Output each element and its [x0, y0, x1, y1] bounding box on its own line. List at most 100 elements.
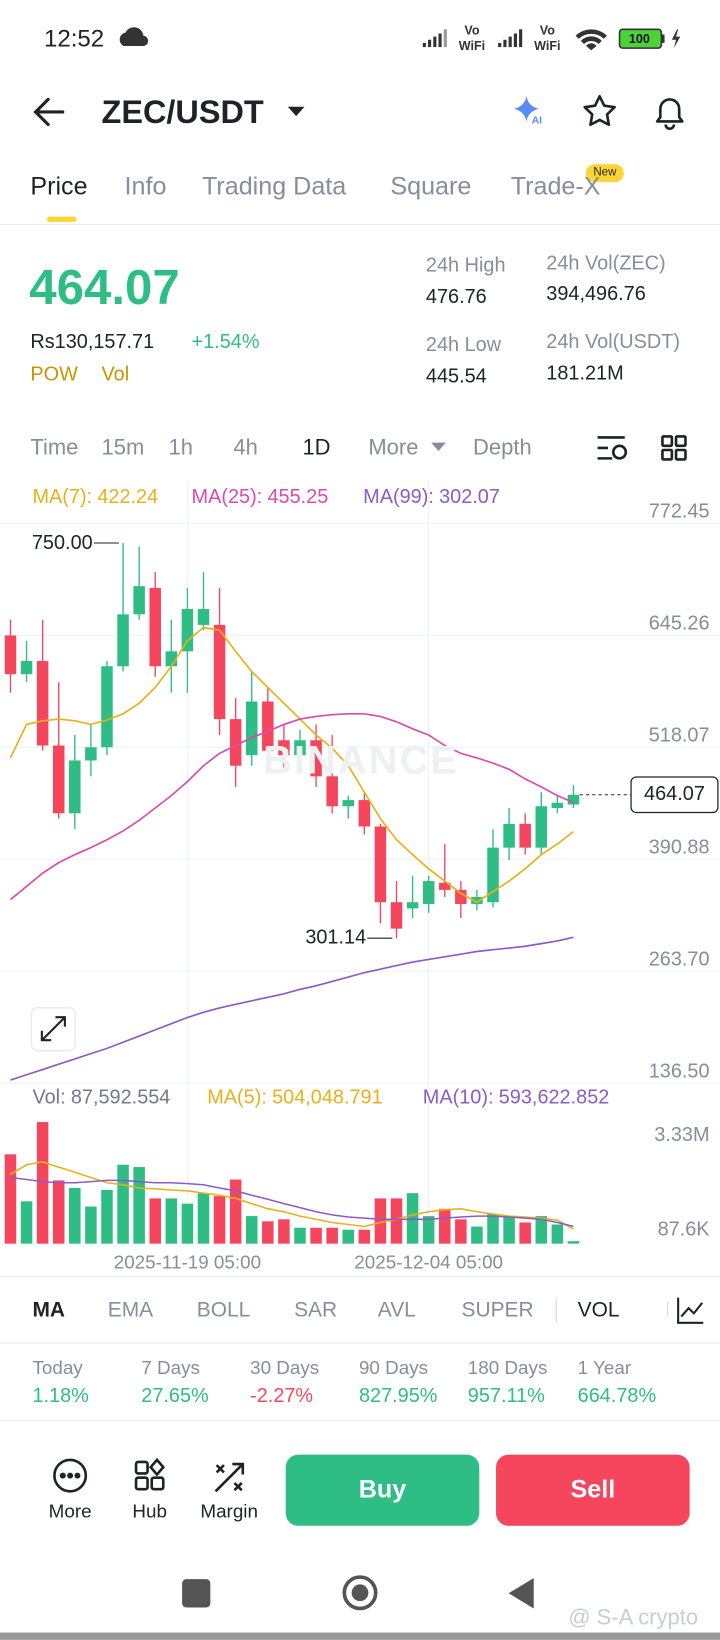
timeframe[interactable]: More: [368, 435, 419, 460]
divider: [0, 1275, 720, 1277]
timeframe[interactable]: Depth: [473, 435, 532, 460]
buy-button[interactable]: [285, 1454, 480, 1526]
tab[interactable]: Trading Data: [201, 172, 347, 201]
candle-body: [36, 660, 49, 746]
battery-level: 100: [628, 31, 650, 47]
timeframe[interactable]: 1D: [302, 435, 331, 460]
indicator-tab[interactable]: MA: [32, 1298, 65, 1322]
tab[interactable]: Square: [390, 172, 472, 201]
volume-bar: [535, 1216, 548, 1244]
legend-value: 455.25: [267, 486, 329, 509]
candle-body: [551, 802, 564, 809]
stat-label: 24h Low: [425, 334, 502, 357]
expand-button[interactable]: [30, 1007, 77, 1052]
indicator-tab[interactable]: EMA: [107, 1298, 154, 1322]
tag[interactable]: Vol: [101, 363, 130, 386]
candle-body: [422, 881, 435, 904]
legend-value: 422.24: [97, 486, 159, 509]
volume-bar: [310, 1227, 322, 1244]
action-label[interactable]: Margin: [200, 1500, 258, 1522]
network-label: Vo: [539, 23, 555, 38]
stat-value: 476.76: [425, 286, 487, 309]
chart-settings-icon[interactable]: [597, 436, 628, 460]
legend-name: Vol:: [32, 1086, 66, 1109]
sell-label[interactable]: Sell: [570, 1475, 616, 1504]
indicator-chart-icon[interactable]: [677, 1297, 704, 1324]
indicator-tab[interactable]: SUPER: [461, 1298, 534, 1322]
volume-bar: [262, 1221, 274, 1244]
indicator-tab[interactable]: AVL: [377, 1298, 416, 1322]
volume-bar: [567, 1241, 580, 1244]
stat-label: 24h High: [425, 254, 506, 277]
timeframe[interactable]: 4h: [233, 435, 258, 460]
network-label: Vo: [464, 23, 480, 38]
volume-bar: [374, 1198, 387, 1244]
ma-line: [10, 936, 574, 1081]
stat-label: 24h Vol(ZEC): [546, 252, 666, 275]
performance-label: 90 Days: [358, 1357, 429, 1379]
tag[interactable]: POW: [30, 363, 78, 386]
pair-dropdown-icon[interactable]: [287, 106, 305, 117]
x-tick-label: 2025-12-04 05:00: [354, 1251, 504, 1273]
back-icon[interactable]: [33, 97, 65, 127]
nav-bar[interactable]: [182, 1575, 534, 1611]
ma-line: [9, 626, 574, 904]
more-dropdown-icon[interactable]: [431, 442, 446, 452]
candle-body: [390, 902, 403, 929]
notification-icon[interactable]: [655, 98, 684, 131]
candle-body: [471, 896, 483, 904]
volume-bar: [358, 1229, 371, 1244]
candle-body: [165, 651, 178, 667]
action-label[interactable]: More: [48, 1500, 92, 1522]
legend-entry: MA(5): 504,048.791: [207, 1088, 382, 1108]
favorite-icon[interactable]: [583, 94, 616, 127]
volume-bar: [85, 1206, 97, 1244]
legend-value: 593,622.852: [498, 1086, 610, 1109]
stat-value: 181.21M: [546, 362, 624, 385]
action-label[interactable]: Hub: [132, 1500, 167, 1522]
y-tick-label: 645.26: [648, 612, 710, 635]
tab[interactable]: Info: [124, 172, 167, 201]
performance-label: Today: [32, 1357, 83, 1379]
last-price-label: 464.07: [644, 783, 705, 806]
volume-bar: [455, 1219, 467, 1244]
volume-bar: [471, 1226, 483, 1244]
layout-icon[interactable]: [661, 435, 687, 461]
sell-button[interactable]: [496, 1454, 690, 1526]
status-time: 12:52: [43, 24, 105, 52]
ai-badge[interactable]: AI: [531, 115, 543, 127]
volume-ma-line: [10, 1176, 574, 1228]
indicator-divider: [555, 1297, 557, 1323]
gesture-bar: [0, 1632, 720, 1640]
indicator-tab[interactable]: BOLL: [196, 1298, 251, 1322]
indicator-tab[interactable]: SAR: [294, 1298, 338, 1322]
tab[interactable]: Trade-X: [510, 172, 601, 201]
cloud-icon: [119, 27, 149, 47]
candle-body: [133, 586, 145, 615]
tab[interactable]: Price: [30, 172, 88, 201]
timeframe[interactable]: Time: [30, 435, 79, 460]
active-tab-indicator: [47, 216, 77, 222]
volume-bar: [503, 1216, 515, 1244]
volume-bar: [390, 1198, 403, 1244]
volume-ma-line: [10, 1161, 574, 1230]
ai-icon[interactable]: [513, 96, 539, 122]
legend-entry: MA(10): 593,622.852: [423, 1088, 610, 1108]
timeframe[interactable]: 1h: [168, 435, 193, 460]
volume-bar: [439, 1208, 451, 1244]
timeframe[interactable]: 15m: [101, 435, 145, 460]
buy-label[interactable]: Buy: [358, 1475, 407, 1504]
pair-title[interactable]: ZEC/USDT: [101, 93, 264, 131]
volume-bar: [20, 1201, 33, 1244]
last-price-tag: [630, 776, 719, 814]
candle-body: [358, 800, 371, 827]
indicator-tab[interactable]: VOL: [577, 1298, 620, 1322]
performance-value: 1.18%: [32, 1385, 89, 1408]
volume-bar: [245, 1216, 258, 1244]
volume-bar: [69, 1187, 81, 1244]
volume-bar: [36, 1122, 49, 1244]
action-icons[interactable]: [53, 1457, 245, 1493]
volume-bar: [487, 1214, 499, 1244]
indicator-tab[interactable]: MACD: [666, 1300, 668, 1321]
